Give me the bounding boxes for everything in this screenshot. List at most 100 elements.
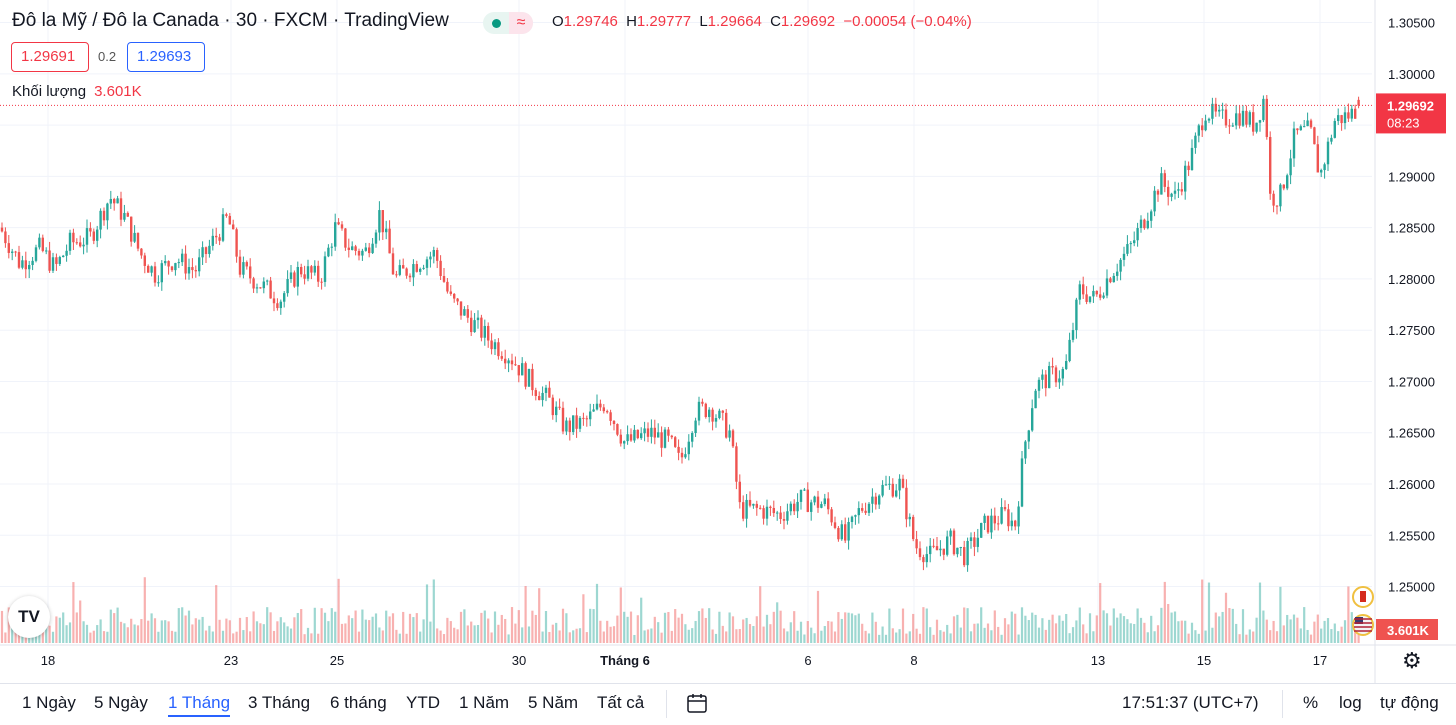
volume-bar — [582, 594, 585, 643]
volume-bar — [956, 614, 959, 643]
candle-body — [249, 266, 252, 279]
volume-bar — [391, 613, 395, 643]
volume-bar — [388, 616, 391, 643]
volume-bar — [1326, 618, 1330, 643]
candle-body — [405, 268, 408, 276]
candle-body — [521, 363, 524, 376]
candle-body — [422, 267, 425, 269]
volume-bar — [1187, 633, 1190, 643]
price-chart[interactable]: 1.25000 1.25500 1.26000 1.26500 1.27000 1.275… — [0, 0, 1456, 683]
candle-body — [391, 253, 395, 275]
volume-bar — [915, 628, 918, 643]
candle-body — [578, 417, 582, 429]
candle-body — [283, 293, 286, 302]
candle-body — [517, 365, 520, 376]
candle-body — [68, 232, 72, 251]
volume-bar — [1000, 634, 1003, 643]
buy-button[interactable]: 1.29693 — [127, 42, 205, 72]
volume-bar — [174, 631, 177, 643]
date-range-icon[interactable] — [686, 693, 710, 720]
candle-body — [1061, 369, 1064, 379]
range-1-day[interactable]: 1 Ngày — [22, 693, 76, 712]
volume-bar — [891, 628, 894, 643]
candle-body — [412, 264, 415, 278]
volume-bar — [619, 587, 622, 643]
range-all[interactable]: Tất cả — [597, 693, 645, 712]
range-ytd[interactable]: YTD — [406, 693, 440, 712]
ohlc-legend: O1.29746 H1.29777 L1.29664 C1.29692 −0.0… — [552, 13, 972, 30]
volume-legend[interactable]: Khối lượng 3.601K — [12, 83, 142, 100]
volume-bar — [1014, 613, 1017, 643]
candle-body — [327, 247, 330, 257]
volume-bar — [1122, 616, 1126, 643]
candle-body — [1323, 164, 1326, 171]
symbol-title[interactable]: Đô la Mỹ / Đô la Canada · 30 · FXCM · Tr… — [12, 10, 449, 31]
log-toggle[interactable]: log — [1339, 693, 1362, 712]
range-1-month[interactable]: 1 Tháng — [168, 693, 231, 717]
candle-body — [1326, 141, 1330, 165]
range-3-months[interactable]: 3 Tháng — [248, 693, 311, 712]
auto-toggle[interactable]: tự động — [1380, 693, 1439, 712]
volume-bar — [918, 633, 922, 643]
volume-bar — [116, 607, 119, 643]
volume-bar — [456, 629, 459, 643]
market-status-pill[interactable]: ≈ — [483, 12, 533, 34]
range-6-months[interactable]: 6 tháng — [330, 693, 387, 712]
volume-bar — [340, 623, 344, 643]
volume-bar — [198, 619, 201, 643]
volume-bar — [425, 584, 429, 643]
volume-bar — [55, 616, 58, 643]
candle-body — [1187, 165, 1190, 171]
candle-body — [174, 263, 177, 271]
candle-body — [442, 276, 446, 282]
volume-bar — [731, 616, 735, 643]
volume-bar — [306, 627, 310, 643]
candle-body — [466, 309, 469, 318]
candle-body — [1279, 184, 1282, 207]
candle-body — [820, 504, 823, 508]
volume-bar — [323, 612, 327, 643]
candle-body — [738, 481, 741, 503]
candle-body — [0, 227, 4, 232]
candle-body — [198, 257, 201, 272]
volume-bar — [946, 624, 949, 643]
volume-bar — [58, 617, 61, 643]
tradingview-logo[interactable]: TV — [8, 596, 50, 638]
candle-body — [1235, 113, 1238, 126]
volume-bar — [497, 624, 500, 643]
candle-body — [303, 274, 306, 279]
volume-bar — [1173, 611, 1177, 643]
volume-bar — [1282, 625, 1285, 643]
volume-bar — [983, 627, 986, 643]
volume-bar — [429, 621, 432, 643]
candle-body — [476, 317, 480, 321]
volume-bar — [204, 630, 208, 643]
candle-body — [228, 215, 231, 225]
volume-bar — [68, 622, 72, 643]
range-5-days[interactable]: 5 Ngày — [94, 693, 148, 712]
candle-body — [1156, 190, 1160, 195]
percent-toggle[interactable]: % — [1303, 693, 1319, 712]
candle-body — [1320, 170, 1323, 173]
sell-button[interactable]: 1.29691 — [11, 42, 89, 72]
candle-body — [772, 507, 775, 514]
range-1-year[interactable]: 1 Năm — [459, 693, 510, 712]
volume-bar — [544, 611, 548, 643]
volume-bar — [901, 608, 905, 643]
volume-bar — [589, 608, 592, 643]
candle-body — [799, 489, 803, 502]
candle-body — [1218, 109, 1221, 112]
volume-bar — [1133, 623, 1136, 643]
settings-gear-icon[interactable]: ⚙ — [1402, 648, 1422, 673]
spread-value: 0.2 — [98, 49, 117, 64]
range-5-years[interactable]: 5 Năm — [528, 693, 579, 712]
volume-bar — [748, 624, 752, 643]
candle-body — [752, 503, 755, 506]
volume-bar — [4, 632, 7, 643]
candle-body — [126, 212, 129, 217]
candle-body — [1248, 112, 1251, 125]
volume-bar — [1071, 627, 1075, 643]
clock-timezone[interactable]: 17:51:37 (UTC+7) — [1122, 693, 1259, 712]
candle-body — [551, 397, 554, 416]
y-tick-label: 1.30500 — [1388, 16, 1435, 31]
